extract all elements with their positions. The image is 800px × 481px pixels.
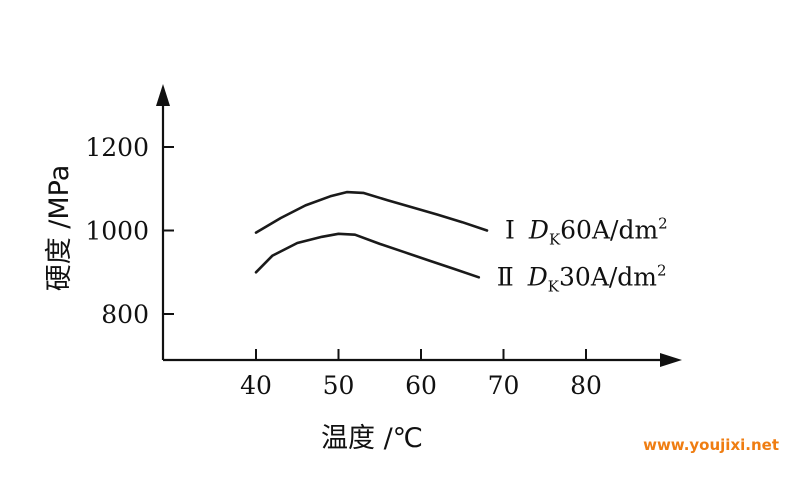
- series-name-body: 60A/dm: [560, 216, 658, 245]
- series-name-superscript: 2: [657, 261, 667, 279]
- curves: [254, 190, 489, 279]
- series-name-prefix: D: [528, 216, 549, 245]
- series-line-1: [254, 190, 489, 234]
- x-tick-label: 50: [323, 371, 355, 400]
- series-marker: Ⅰ: [505, 216, 515, 245]
- series-name-subscript: K: [549, 231, 561, 249]
- axes: [156, 84, 682, 367]
- series-name-body: 30A/dm: [559, 262, 657, 291]
- watermark: www.youjixi.net: [643, 436, 779, 454]
- series-label-1: Ⅰ DK60A/dm2: [505, 215, 668, 249]
- x-tick-label: 80: [570, 371, 602, 400]
- y-axis-arrow-icon: [156, 84, 170, 106]
- x-tick-label: 70: [488, 371, 520, 400]
- y-tick-label: 1200: [85, 133, 149, 162]
- tick-labels: 40 50 60 70 80 800 1000 1200: [85, 133, 602, 400]
- y-tick-label: 800: [101, 300, 149, 329]
- series-line-2: [254, 232, 481, 279]
- x-axis-arrow-icon: [660, 353, 682, 367]
- y-tick-label: 1000: [85, 217, 149, 246]
- series-name-prefix: D: [527, 262, 548, 291]
- series-marker: Ⅱ: [497, 262, 514, 291]
- series-name-subscript: K: [548, 277, 560, 295]
- x-axis-label: 温度 /℃: [321, 423, 423, 454]
- ticks: [163, 146, 587, 360]
- y-axis-label: 硬度 /MPa: [44, 165, 75, 292]
- x-tick-label: 40: [240, 371, 272, 400]
- series-name-superscript: 2: [658, 215, 668, 233]
- x-tick-label: 60: [405, 371, 437, 400]
- series-label-2: Ⅱ DK30A/dm2: [497, 261, 667, 295]
